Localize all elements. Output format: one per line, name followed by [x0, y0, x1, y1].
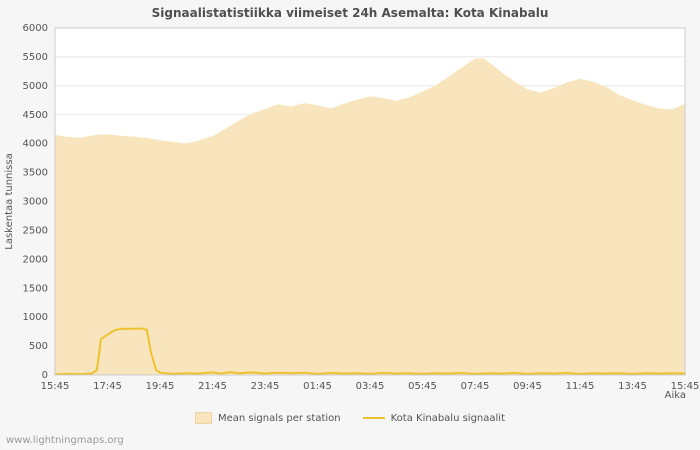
y-axis-label: Laskentaa tunnissa: [4, 153, 15, 250]
chart-title: Signaalistatistiikka viimeiset 24h Asema…: [151, 6, 549, 20]
y-tick-label: 4500: [23, 110, 48, 121]
y-tick-label: 0: [42, 370, 48, 381]
x-tick-label: 17:45: [93, 381, 122, 392]
x-tick-label: 07:45: [461, 381, 490, 392]
legend-label-mean-signals: Mean signals per station: [218, 412, 341, 424]
chart-plot-area: 0 500 1000 1500 2000 2500 3000 3500 4000 4500 5000…: [23, 23, 700, 392]
x-tick-label: 03:45: [356, 381, 385, 392]
y-tick-label: 1000: [23, 312, 48, 323]
y-tick-label: 6000: [23, 23, 48, 34]
line-series-kota-kinabalu: [54, 327, 686, 376]
y-tick-label: 2000: [23, 254, 48, 265]
x-tick-label: 23:45: [251, 381, 280, 392]
plot-border: [54, 27, 686, 376]
y-tick-label: 5000: [23, 81, 48, 92]
x-tick-label: 15:45: [41, 381, 70, 392]
area-series-swatch: [195, 412, 212, 424]
x-tick-label: 09:45: [513, 381, 542, 392]
x-tick-label: 05:45: [408, 381, 437, 392]
y-tick-label: 3000: [23, 197, 48, 208]
y-tick-label: 3500: [23, 168, 48, 179]
x-tick-label: 19:45: [146, 381, 175, 392]
legend-label-kota-kinabalu: Kota Kinabalu signaalit: [390, 412, 505, 424]
y-tick-label: 5500: [23, 52, 48, 63]
legend-item-mean-signals: Mean signals per station: [195, 412, 341, 424]
x-tick-label: 01:45: [303, 381, 332, 392]
y-tick-label: 500: [29, 341, 48, 352]
area-series-mean-signals: [55, 58, 685, 375]
watermark-link[interactable]: www.lightningmaps.org: [6, 435, 124, 446]
legend-item-kota-kinabalu: Kota Kinabalu signaalit: [362, 412, 505, 424]
x-axis-label: Aika: [664, 390, 686, 401]
x-tick-label: 15:45: [671, 381, 700, 392]
line-series-swatch: [362, 417, 385, 419]
y-tick-label: 1500: [23, 283, 48, 294]
x-tick-label: 21:45: [198, 381, 227, 392]
x-tick-label: 13:45: [618, 381, 647, 392]
x-tick-label: 11:45: [566, 381, 595, 392]
y-tick-label: 2500: [23, 225, 48, 236]
y-tick-label: 4000: [23, 139, 48, 150]
chart-legend: Mean signals per station Kota Kinabalu s…: [0, 412, 700, 424]
